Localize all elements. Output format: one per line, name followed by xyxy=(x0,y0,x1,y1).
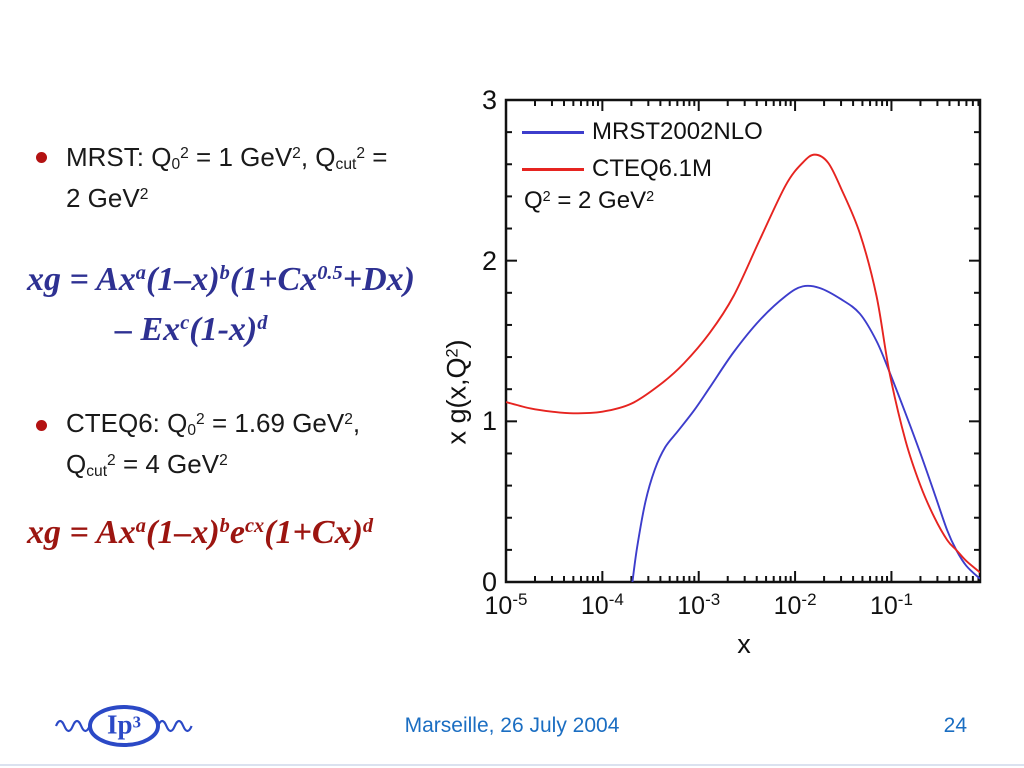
logo-wave-left xyxy=(54,719,91,733)
x-tick-label: 10-2 xyxy=(773,590,817,620)
legend-label: CTEQ6.1M xyxy=(592,155,713,182)
ip3-logo-text: Ip3 xyxy=(107,709,141,740)
axis-ticks xyxy=(505,99,980,583)
x-tick-label: 10-5 xyxy=(484,590,528,620)
formula-mrst-line2: – Exc(1-x)d xyxy=(115,311,268,348)
bullet-dot xyxy=(36,152,47,163)
bullet-mrst-line1: MRST: Q02 = 1 GeV2, Qcut2 = xyxy=(66,142,388,174)
legend-label: MRST2002NLO xyxy=(592,118,763,145)
curve-CTEQ6.1M xyxy=(506,153,980,574)
bullet-item-mrst: MRST: Q02 = 1 GeV2, Qcut2 = 2 GeV2 xyxy=(66,139,466,221)
curves xyxy=(506,153,980,582)
ip3-logo-graphic xyxy=(54,705,193,747)
footer-date: Marseille, 26 July 2004 xyxy=(404,714,620,737)
slide-bottom-border xyxy=(0,764,1024,766)
plot-svg xyxy=(504,98,982,584)
legend-line-sample xyxy=(522,168,584,171)
bullet-dot xyxy=(36,420,47,431)
bullet-mrst-line2: 2 GeV2 xyxy=(66,183,149,213)
x-tick-label: 10-3 xyxy=(677,590,721,620)
bullet-cteq-line1: CTEQ6: Q02 = 1.69 GeV2, xyxy=(66,408,361,440)
logo-ellipse xyxy=(88,705,160,747)
y-tick-label: 0 xyxy=(481,567,497,597)
ip3-logo: Ip3 xyxy=(52,701,212,751)
bullet-cteq-line2: Qcut2 = 4 GeV2 xyxy=(66,449,228,481)
plot-frame xyxy=(504,98,982,584)
x-tick-label: 10-4 xyxy=(580,590,624,620)
logo-wave-right xyxy=(156,719,193,733)
bullet-item-cteq: CTEQ6: Q02 = 1.69 GeV2, Qcut2 = 4 GeV2 xyxy=(66,405,466,487)
chart-annotation: Q2 = 2 GeV2 xyxy=(524,187,655,214)
curve-MRST2002NLO xyxy=(631,284,980,582)
legend-line-sample xyxy=(522,131,584,134)
x-axis-label: x xyxy=(737,629,751,659)
page-number: 24 xyxy=(943,714,967,737)
y-tick-label: 3 xyxy=(481,85,497,115)
formula-mrst-line1: xg = Axa(1–x)b(1+Cx0.5+Dx) xyxy=(27,261,415,298)
x-tick-label: 10-1 xyxy=(869,590,913,620)
formula-cteq: xg = Axa(1–x)becx(1+Cx)d xyxy=(27,514,374,551)
y-tick-label: 2 xyxy=(481,245,497,276)
